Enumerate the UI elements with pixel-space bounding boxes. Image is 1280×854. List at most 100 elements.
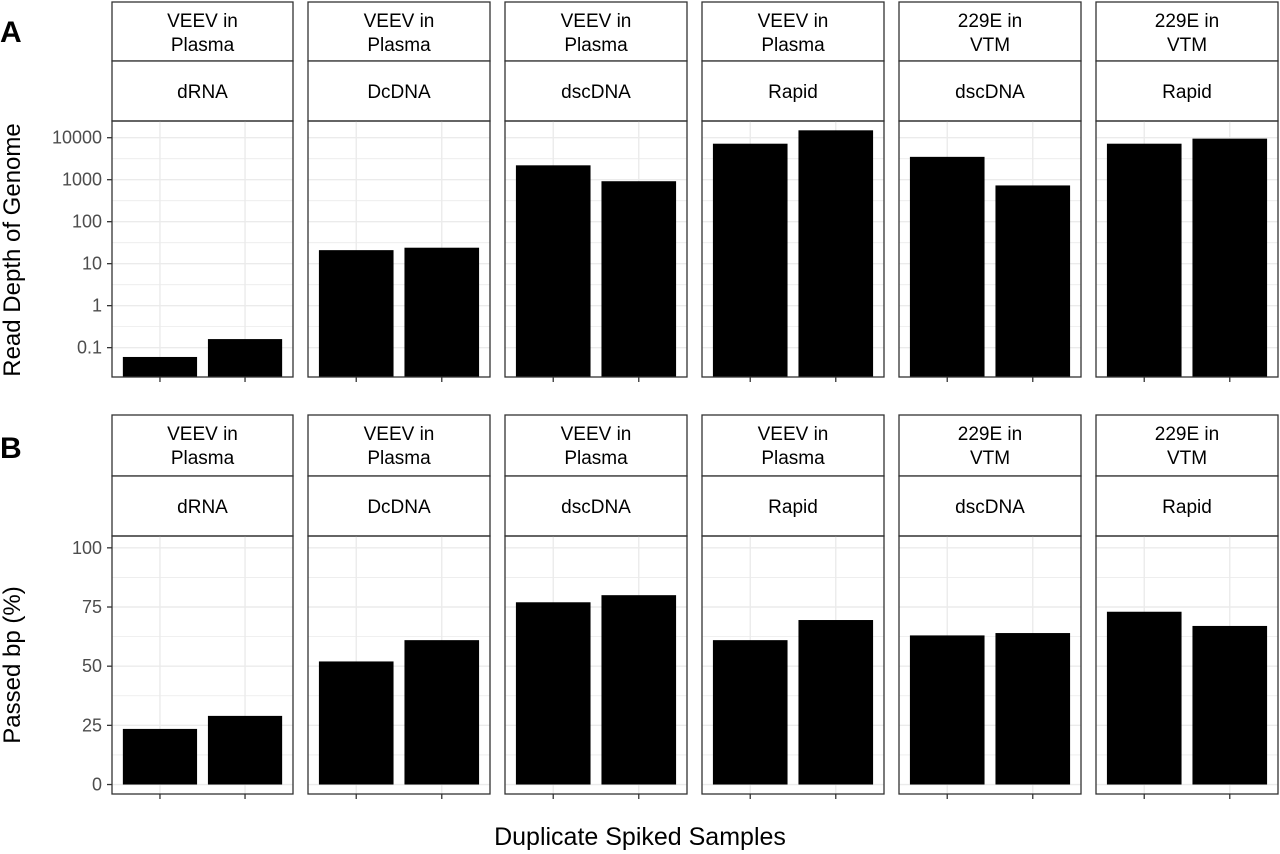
strip-label: VTM [1167,35,1207,56]
panel-border [504,535,688,795]
facet-strip-top [701,414,885,477]
y-tick-label: 0 [92,775,102,795]
y-tick-label: 1 [92,296,102,316]
strip-label: DcDNA [367,82,431,103]
facet-strip-bottom [898,60,1082,122]
facet-panel: VEEV in Plasma dRNA [111,414,294,799]
bar [601,181,677,377]
y-axis-title: Passed bp (%) [0,586,26,743]
facet-panel: VEEV in Plasma Rapid [701,1,885,382]
facet-panel: VEEV in Plasma dRNA [111,1,294,382]
strip-label: DcDNA [367,497,431,518]
facet-strip-top [701,1,885,62]
bar [122,356,198,377]
facet-strip-top [898,414,1082,477]
y-tick-label: 75 [82,597,102,617]
facet-panel: 229E in VTM Rapid [1095,414,1279,799]
facet-strip-top [898,1,1082,62]
facet-strip-bottom [111,60,294,122]
bar [515,602,591,785]
strip-label: VTM [970,448,1010,469]
strip-label: VTM [970,35,1010,56]
facet-strip-top [504,414,688,477]
strip-label: VEEV in [167,424,238,445]
panel-label: A [0,16,22,49]
bar [318,250,394,377]
bar [1106,143,1182,377]
facet-panel: 229E in VTM Rapid [1095,1,1279,382]
strip-label: 229E in [958,424,1022,445]
y-tick-label: 50 [82,656,102,676]
strip-label: 229E in [1155,11,1219,32]
panel-border [307,535,491,795]
y-tick-label: 100 [72,538,102,558]
strip-label: Rapid [768,497,818,518]
strip-label: VEEV in [364,11,435,32]
strip-label: dscDNA [955,82,1025,103]
panel-border [1095,535,1279,795]
bar [995,633,1071,785]
facet-panel: VEEV in Plasma dscDNA [504,1,688,382]
facet-strip-bottom [307,475,491,537]
strip-label: VEEV in [167,11,238,32]
panel-border [504,120,688,378]
panel-border [701,120,885,378]
facet-panel: VEEV in Plasma DcDNA [307,414,491,799]
strip-label: Plasma [367,35,431,56]
strip-label: Plasma [761,448,825,469]
strip-label: dscDNA [561,82,631,103]
facet-strip-bottom [701,475,885,537]
bar [122,728,198,785]
strip-label: Plasma [367,448,431,469]
bar [318,661,394,785]
bar [1106,611,1182,785]
strip-label: dscDNA [561,497,631,518]
bar [995,185,1071,377]
strip-label: VEEV in [758,11,829,32]
bar [515,165,591,377]
strip-label: VEEV in [561,424,632,445]
strip-label: Plasma [761,35,825,56]
bar [909,156,985,377]
y-tick-label: 1000 [62,170,102,190]
strip-label: VEEV in [364,424,435,445]
strip-label: VEEV in [758,424,829,445]
panel-border [898,120,1082,378]
bar [1192,625,1268,785]
facet-strip-top [504,1,688,62]
bar [909,635,985,785]
facet-strip-bottom [504,475,688,537]
strip-label: Rapid [768,82,818,103]
strip-label: Plasma [564,448,628,469]
bar [798,620,874,785]
strip-label: dRNA [177,497,228,518]
bar [404,640,480,785]
y-tick-label: 100 [72,212,102,232]
panel-label: B [0,432,22,465]
strip-label: Plasma [171,448,235,469]
bar [712,143,788,377]
bar [798,130,874,377]
bar [207,339,283,377]
facet-panel: 229E in VTM dscDNA [898,414,1082,799]
facet-strip-top [111,414,294,477]
strip-label: Rapid [1162,82,1212,103]
bar [404,247,480,377]
strip-label: VEEV in [561,11,632,32]
panel-border [111,120,294,378]
facet-panel: 229E in VTM dscDNA [898,1,1082,382]
facet-panel: VEEV in Plasma dscDNA [504,414,688,799]
panel-border [701,535,885,795]
facet-strip-bottom [1095,475,1279,537]
panel-border [111,535,294,795]
panel-border [1095,120,1279,378]
bar [712,640,788,785]
bar [207,715,283,785]
y-axis-title: Read Depth of Genome [0,123,26,377]
strip-label: Plasma [171,35,235,56]
strip-label: dRNA [177,82,228,103]
facet-strip-bottom [898,475,1082,537]
facet-strip-bottom [504,60,688,122]
